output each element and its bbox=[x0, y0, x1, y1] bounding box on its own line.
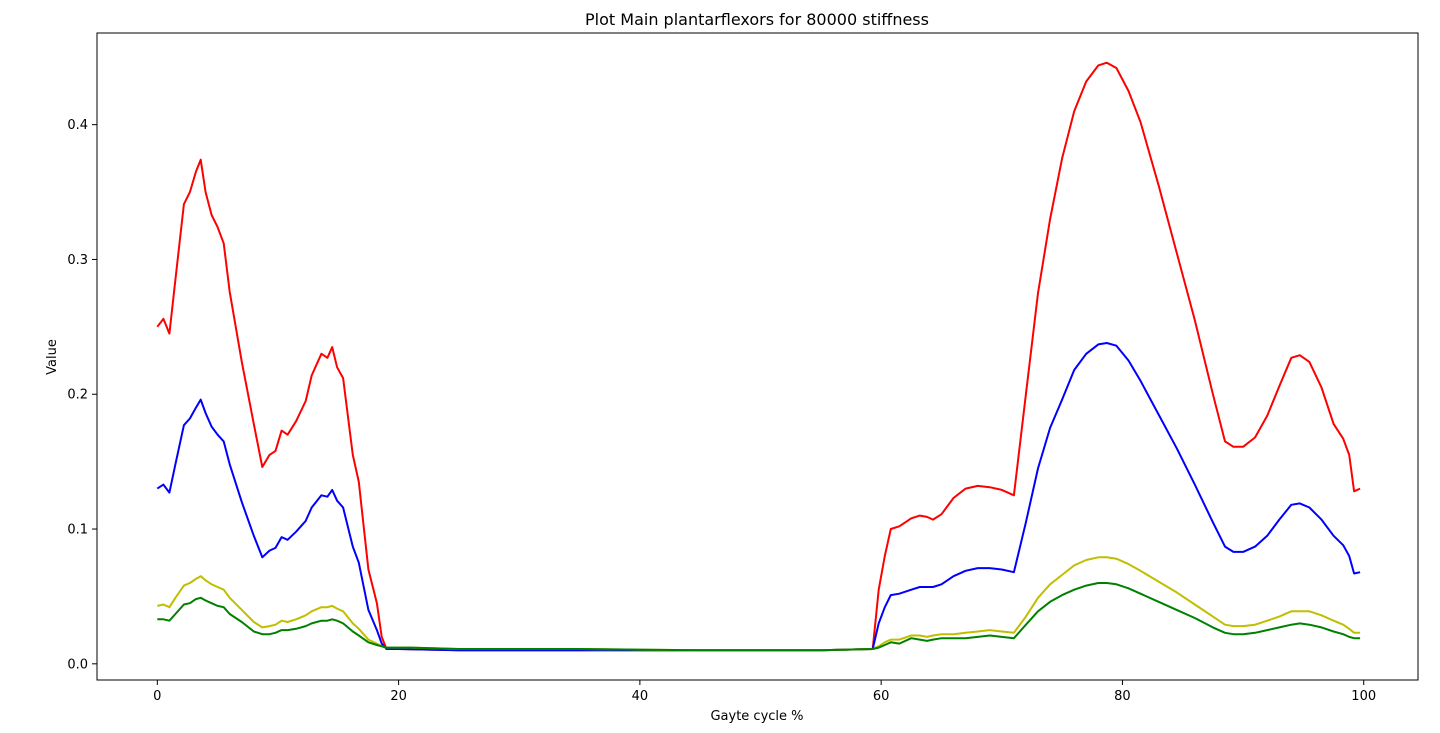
plot-frame bbox=[96, 32, 1419, 681]
x-tick-label: 60 bbox=[873, 689, 890, 704]
y-axis: 0.0 0.1 0.2 0.3 0.4 bbox=[67, 118, 97, 672]
y-tick-label: 0.2 bbox=[67, 388, 88, 403]
series-layer bbox=[156, 61, 1361, 652]
x-tick-label: 40 bbox=[632, 689, 649, 704]
y-axis-label: Value bbox=[45, 339, 60, 375]
chart-title: Plot Main plantarflexors for 80000 stiff… bbox=[585, 10, 929, 29]
x-tick-label: 100 bbox=[1351, 689, 1376, 704]
series-line-2 bbox=[156, 342, 1361, 652]
plot-area bbox=[96, 32, 1419, 681]
y-tick-label: 0.4 bbox=[67, 118, 88, 133]
x-axis: 0 20 40 60 80 100 bbox=[153, 680, 1376, 704]
y-tick-label: 0.0 bbox=[67, 657, 88, 672]
x-axis-label: Gayte cycle % bbox=[710, 709, 803, 724]
series-line-4 bbox=[157, 582, 1361, 652]
x-tick-label: 80 bbox=[1114, 689, 1131, 704]
y-tick-label: 0.3 bbox=[67, 253, 88, 268]
series-line-3 bbox=[157, 556, 1361, 652]
y-tick-label: 0.1 bbox=[67, 523, 88, 538]
x-tick-label: 0 bbox=[153, 689, 161, 704]
series-line-1 bbox=[156, 61, 1361, 652]
x-tick-label: 20 bbox=[390, 689, 407, 704]
